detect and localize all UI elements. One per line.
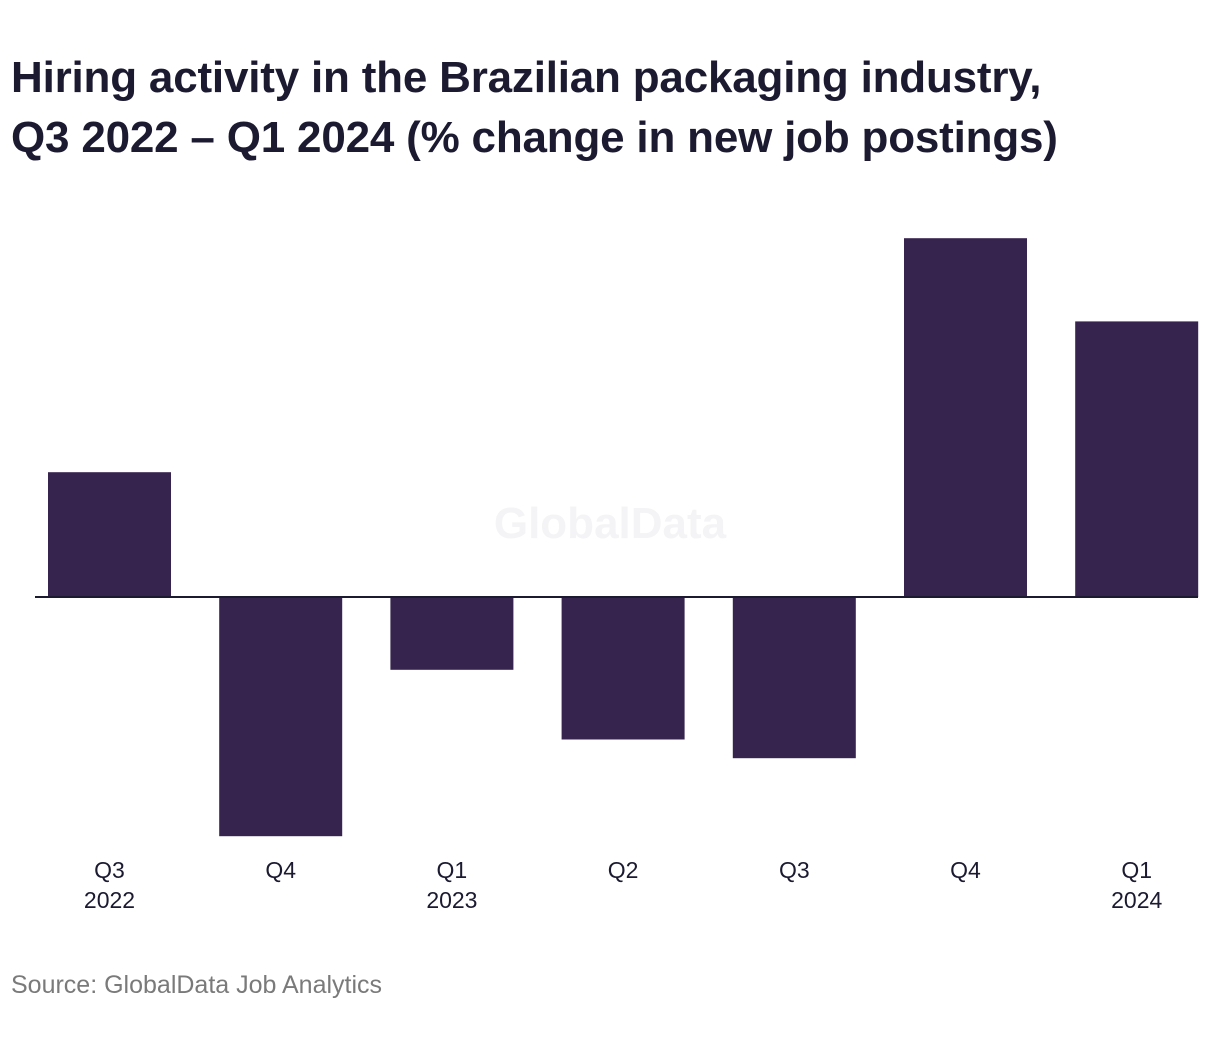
chart-title-line-2: Q3 2022 – Q1 2024 (% change in new job p…	[11, 113, 1058, 162]
x-tick-label-quarter-3: Q2	[608, 857, 639, 883]
x-tick-label-year-0: 2022	[84, 887, 135, 913]
chart-title-line-1: Hiring activity in the Brazilian packagi…	[11, 53, 1042, 102]
x-tick-label-year-6: 2024	[1111, 887, 1162, 913]
bar-3	[561, 597, 685, 740]
x-tick-label-quarter-6: Q1	[1121, 857, 1152, 883]
bar-4	[732, 597, 856, 759]
x-tick-label-quarter-0: Q3	[94, 857, 125, 883]
x-tick-label-year-2: 2023	[426, 887, 477, 913]
source-note: Source: GlobalData Job Analytics	[11, 971, 383, 999]
x-tick-label-quarter-1: Q4	[265, 857, 296, 883]
bar-1	[219, 597, 343, 837]
watermark-text: GlobalData	[494, 499, 727, 548]
bar-0	[48, 472, 171, 597]
x-tick-label-quarter-2: Q1	[437, 857, 468, 883]
x-axis-labels: Q3 2022 Q4 Q1 2023 Q2 Q3 Q4 Q1 2024	[84, 857, 1163, 913]
chart-title: Hiring activity in the Brazilian packagi…	[11, 48, 1201, 168]
bars-group	[48, 238, 1199, 837]
x-tick-label-quarter-4: Q3	[779, 857, 810, 883]
bar-2	[390, 597, 514, 670]
bar-5	[904, 238, 1027, 597]
x-tick-label-quarter-5: Q4	[950, 857, 981, 883]
bar-6	[1075, 321, 1199, 597]
